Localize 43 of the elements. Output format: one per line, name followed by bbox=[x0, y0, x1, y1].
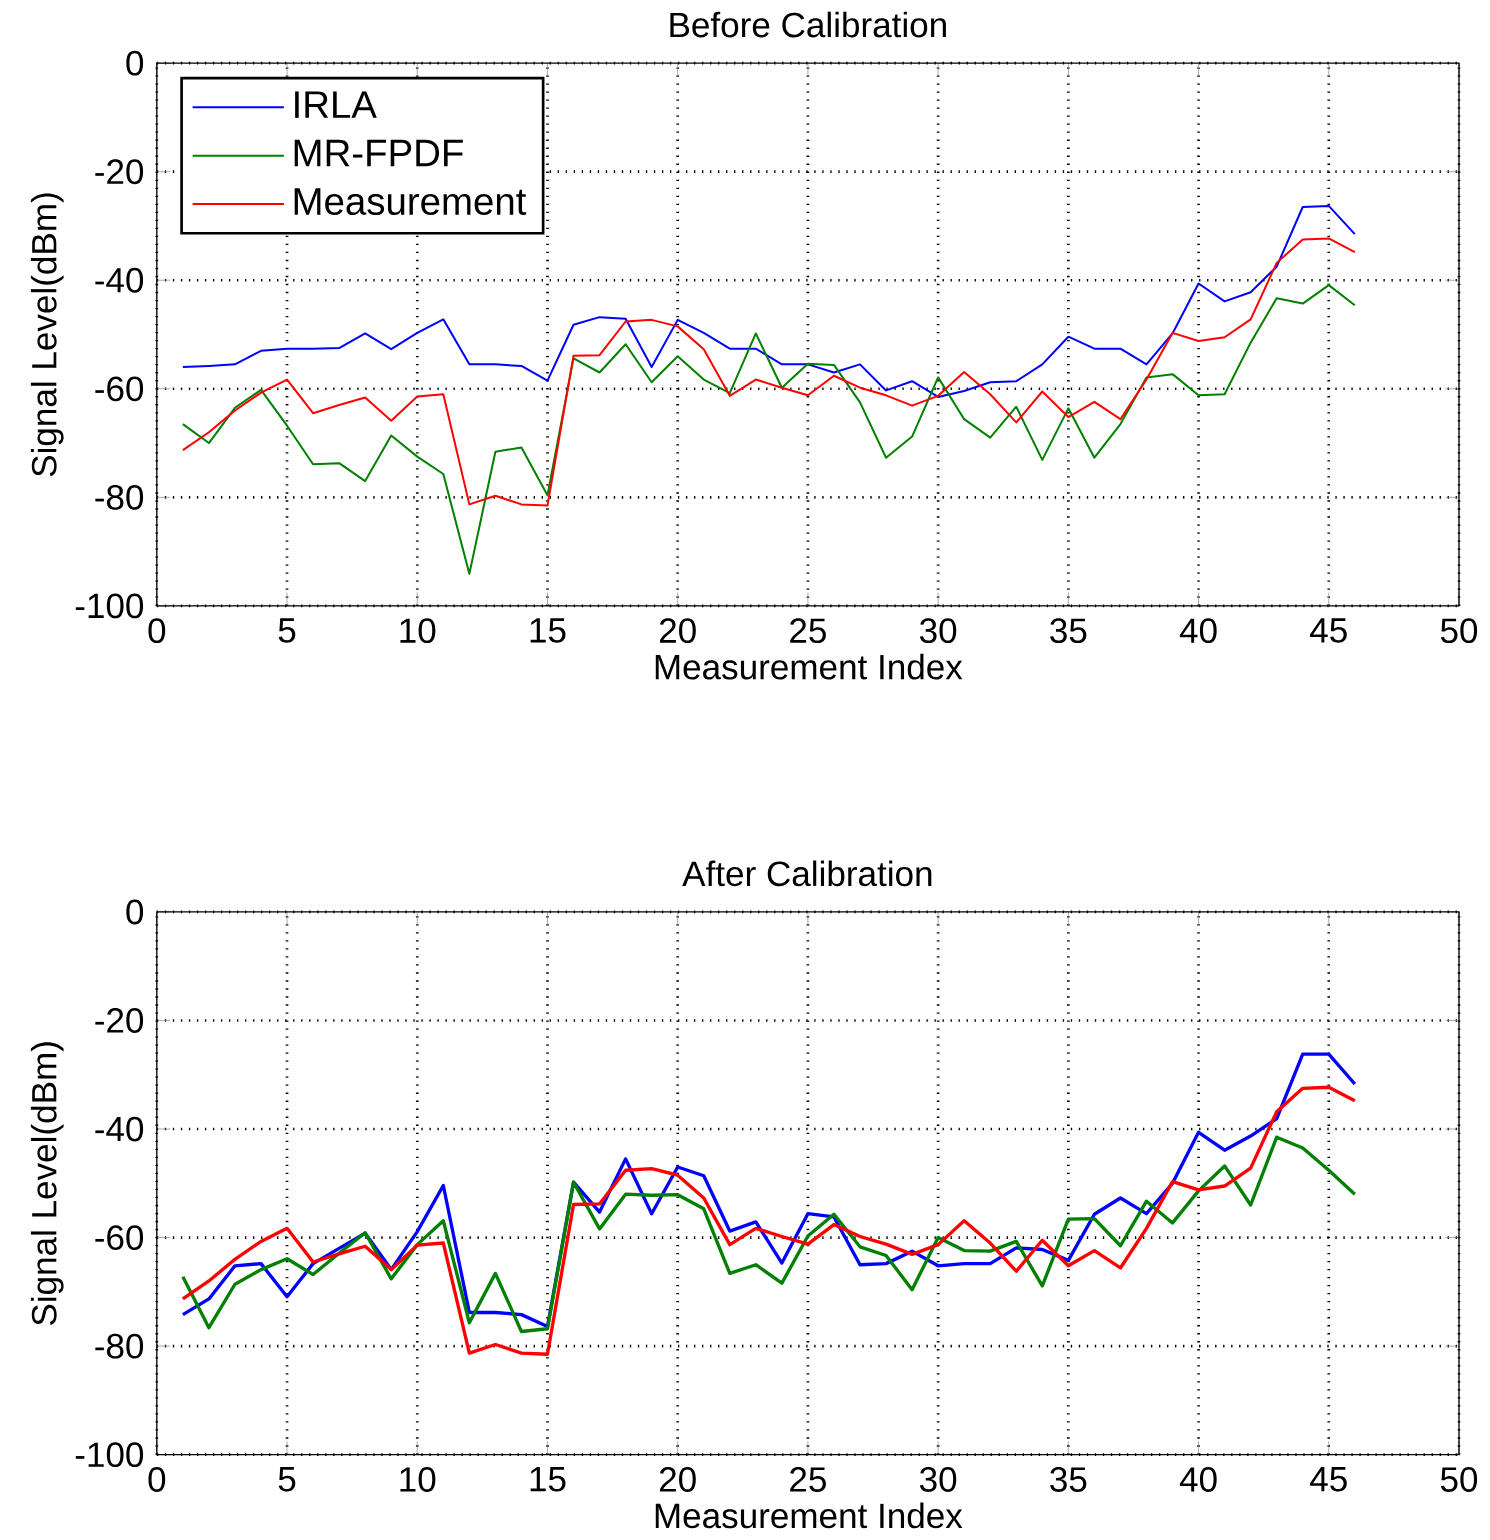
y-axis-title: Signal Level(dBm) bbox=[30, 1042, 64, 1326]
x-tick-label: 25 bbox=[790, 1467, 826, 1492]
x-tick-label: 30 bbox=[919, 1467, 957, 1492]
x-tick-label: 15 bbox=[530, 1467, 566, 1492]
y-tick-label: -80 bbox=[95, 484, 143, 510]
y-tick-label: -40 bbox=[95, 1116, 143, 1142]
y-axis-title: Signal Level(dBm) bbox=[30, 193, 64, 477]
x-tick-label: 25 bbox=[790, 618, 826, 644]
x-tick-label: 5 bbox=[278, 618, 296, 643]
y-tick-label: -40 bbox=[95, 267, 143, 293]
legend-label: IRLA bbox=[295, 91, 377, 118]
x-tick-label: 35 bbox=[1050, 618, 1087, 644]
x-tick-label: 40 bbox=[1179, 618, 1217, 644]
x-tick-label: 0 bbox=[148, 618, 166, 644]
x-tick-label: 50 bbox=[1440, 1467, 1478, 1492]
x-axis-title: Measurement Index bbox=[655, 1502, 963, 1529]
x-tick-label: 50 bbox=[1440, 618, 1478, 644]
x-tick-label: 0 bbox=[148, 1467, 166, 1492]
x-tick-label: 35 bbox=[1050, 1467, 1087, 1492]
y-tick-label: -80 bbox=[95, 1333, 143, 1359]
x-tick-label: 20 bbox=[659, 1467, 696, 1492]
y-tick-label: -100 bbox=[75, 593, 143, 619]
x-tick-label: 10 bbox=[400, 618, 436, 644]
y-tick-label: -20 bbox=[95, 1008, 143, 1033]
legend-label: MR-FPDF bbox=[294, 139, 463, 167]
x-tick-label: 40 bbox=[1179, 1467, 1217, 1492]
x-tick-label: 15 bbox=[530, 618, 566, 643]
chart-title: Before Calibration bbox=[670, 11, 946, 38]
x-tick-label: 10 bbox=[400, 1467, 436, 1492]
y-tick-label: -60 bbox=[95, 376, 143, 402]
y-tick-label: -20 bbox=[95, 159, 143, 185]
y-tick-label: 0 bbox=[126, 50, 144, 76]
x-tick-label: 20 bbox=[659, 618, 696, 644]
y-tick-label: 0 bbox=[126, 899, 144, 925]
x-tick-label: 5 bbox=[278, 1467, 296, 1492]
legend-label: Measurement bbox=[294, 188, 527, 216]
chart-title: After Calibration bbox=[682, 860, 932, 887]
x-axis-title: Measurement Index bbox=[655, 653, 963, 680]
y-tick-label: -60 bbox=[95, 1225, 143, 1251]
x-tick-label: 30 bbox=[919, 618, 957, 644]
y-tick-label: -100 bbox=[75, 1442, 143, 1468]
x-tick-label: 45 bbox=[1309, 618, 1347, 643]
x-tick-label: 45 bbox=[1309, 1467, 1347, 1492]
